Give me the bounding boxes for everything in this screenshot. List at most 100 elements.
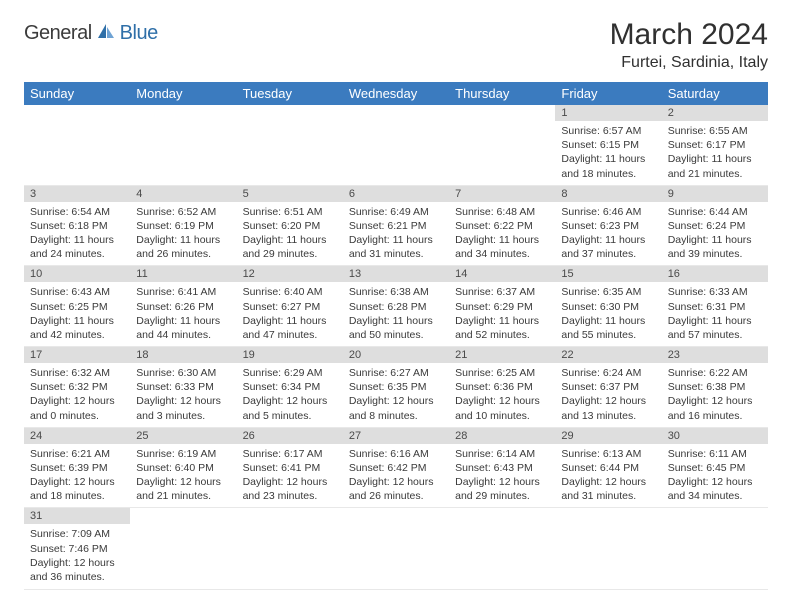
calendar-cell: [237, 508, 343, 590]
calendar-cell: 11Sunrise: 6:41 AMSunset: 6:26 PMDayligh…: [130, 266, 236, 347]
sunrise-text: Sunrise: 6:13 AM: [561, 447, 655, 461]
sunset-text: Sunset: 6:28 PM: [349, 300, 443, 314]
day-number: 31: [24, 508, 130, 524]
sunrise-text: Sunrise: 7:09 AM: [30, 527, 124, 541]
calendar-week-row: 10Sunrise: 6:43 AMSunset: 6:25 PMDayligh…: [24, 266, 768, 347]
sunset-text: Sunset: 6:18 PM: [30, 219, 124, 233]
daylight-text: Daylight: 11 hours and 34 minutes.: [455, 233, 549, 261]
day-details: Sunrise: 6:46 AMSunset: 6:23 PMDaylight:…: [555, 202, 661, 266]
daylight-text: Daylight: 12 hours and 36 minutes.: [30, 556, 124, 584]
sunrise-text: Sunrise: 6:33 AM: [668, 285, 762, 299]
day-details: Sunrise: 6:38 AMSunset: 6:28 PMDaylight:…: [343, 282, 449, 346]
daylight-text: Daylight: 11 hours and 29 minutes.: [243, 233, 337, 261]
sunset-text: Sunset: 6:29 PM: [455, 300, 549, 314]
calendar-table: Sunday Monday Tuesday Wednesday Thursday…: [24, 82, 768, 590]
day-details: Sunrise: 6:19 AMSunset: 6:40 PMDaylight:…: [130, 444, 236, 508]
calendar-cell: 28Sunrise: 6:14 AMSunset: 6:43 PMDayligh…: [449, 427, 555, 508]
daylight-text: Daylight: 11 hours and 50 minutes.: [349, 314, 443, 342]
sunset-text: Sunset: 6:24 PM: [668, 219, 762, 233]
sunset-text: Sunset: 6:36 PM: [455, 380, 549, 394]
sunrise-text: Sunrise: 6:55 AM: [668, 124, 762, 138]
daylight-text: Daylight: 12 hours and 29 minutes.: [455, 475, 549, 503]
title-block: March 2024 Furtei, Sardinia, Italy: [610, 18, 768, 72]
daylight-text: Daylight: 11 hours and 26 minutes.: [136, 233, 230, 261]
sunrise-text: Sunrise: 6:35 AM: [561, 285, 655, 299]
day-number: 23: [662, 347, 768, 363]
calendar-week-row: 31Sunrise: 7:09 AMSunset: 7:46 PMDayligh…: [24, 508, 768, 590]
day-number: 21: [449, 347, 555, 363]
sunrise-text: Sunrise: 6:16 AM: [349, 447, 443, 461]
day-details: Sunrise: 6:29 AMSunset: 6:34 PMDaylight:…: [237, 363, 343, 427]
day-details: Sunrise: 6:22 AMSunset: 6:38 PMDaylight:…: [662, 363, 768, 427]
daylight-text: Daylight: 12 hours and 26 minutes.: [349, 475, 443, 503]
calendar-cell: 5Sunrise: 6:51 AMSunset: 6:20 PMDaylight…: [237, 185, 343, 266]
daylight-text: Daylight: 12 hours and 3 minutes.: [136, 394, 230, 422]
day-number: 19: [237, 347, 343, 363]
calendar-cell: [130, 508, 236, 590]
day-number: 24: [24, 428, 130, 444]
daylight-text: Daylight: 12 hours and 18 minutes.: [30, 475, 124, 503]
day-number: 8: [555, 186, 661, 202]
sunrise-text: Sunrise: 6:46 AM: [561, 205, 655, 219]
day-number: 3: [24, 186, 130, 202]
sunrise-text: Sunrise: 6:29 AM: [243, 366, 337, 380]
calendar-week-row: 17Sunrise: 6:32 AMSunset: 6:32 PMDayligh…: [24, 347, 768, 428]
calendar-cell: 31Sunrise: 7:09 AMSunset: 7:46 PMDayligh…: [24, 508, 130, 590]
calendar-cell: 9Sunrise: 6:44 AMSunset: 6:24 PMDaylight…: [662, 185, 768, 266]
sunset-text: Sunset: 6:27 PM: [243, 300, 337, 314]
daylight-text: Daylight: 11 hours and 39 minutes.: [668, 233, 762, 261]
day-details: Sunrise: 6:52 AMSunset: 6:19 PMDaylight:…: [130, 202, 236, 266]
day-number: 6: [343, 186, 449, 202]
calendar-cell: 20Sunrise: 6:27 AMSunset: 6:35 PMDayligh…: [343, 347, 449, 428]
day-details: Sunrise: 6:51 AMSunset: 6:20 PMDaylight:…: [237, 202, 343, 266]
sunset-text: Sunset: 6:30 PM: [561, 300, 655, 314]
sunset-text: Sunset: 6:20 PM: [243, 219, 337, 233]
day-number: 20: [343, 347, 449, 363]
day-details: Sunrise: 6:35 AMSunset: 6:30 PMDaylight:…: [555, 282, 661, 346]
sunrise-text: Sunrise: 6:54 AM: [30, 205, 124, 219]
day-details: Sunrise: 6:49 AMSunset: 6:21 PMDaylight:…: [343, 202, 449, 266]
day-details: Sunrise: 6:54 AMSunset: 6:18 PMDaylight:…: [24, 202, 130, 266]
day-number: 2: [662, 105, 768, 121]
sunset-text: Sunset: 6:26 PM: [136, 300, 230, 314]
calendar-cell: 4Sunrise: 6:52 AMSunset: 6:19 PMDaylight…: [130, 185, 236, 266]
daylight-text: Daylight: 12 hours and 8 minutes.: [349, 394, 443, 422]
day-details: Sunrise: 6:13 AMSunset: 6:44 PMDaylight:…: [555, 444, 661, 508]
calendar-cell: 30Sunrise: 6:11 AMSunset: 6:45 PMDayligh…: [662, 427, 768, 508]
daylight-text: Daylight: 11 hours and 52 minutes.: [455, 314, 549, 342]
sunrise-text: Sunrise: 6:19 AM: [136, 447, 230, 461]
calendar-cell: 13Sunrise: 6:38 AMSunset: 6:28 PMDayligh…: [343, 266, 449, 347]
sunset-text: Sunset: 7:46 PM: [30, 542, 124, 556]
calendar-cell: 2Sunrise: 6:55 AMSunset: 6:17 PMDaylight…: [662, 105, 768, 185]
daylight-text: Daylight: 11 hours and 57 minutes.: [668, 314, 762, 342]
sunrise-text: Sunrise: 6:38 AM: [349, 285, 443, 299]
sunrise-text: Sunrise: 6:43 AM: [30, 285, 124, 299]
sunset-text: Sunset: 6:33 PM: [136, 380, 230, 394]
logo: General Blue: [24, 22, 158, 45]
calendar-cell: [449, 105, 555, 185]
day-number: 18: [130, 347, 236, 363]
day-number: 22: [555, 347, 661, 363]
day-details: Sunrise: 6:57 AMSunset: 6:15 PMDaylight:…: [555, 121, 661, 185]
daylight-text: Daylight: 12 hours and 23 minutes.: [243, 475, 337, 503]
day-details: Sunrise: 6:11 AMSunset: 6:45 PMDaylight:…: [662, 444, 768, 508]
daylight-text: Daylight: 12 hours and 13 minutes.: [561, 394, 655, 422]
sunrise-text: Sunrise: 6:11 AM: [668, 447, 762, 461]
sunrise-text: Sunrise: 6:32 AM: [30, 366, 124, 380]
sunset-text: Sunset: 6:38 PM: [668, 380, 762, 394]
sunrise-text: Sunrise: 6:37 AM: [455, 285, 549, 299]
sunrise-text: Sunrise: 6:48 AM: [455, 205, 549, 219]
logo-sail-icon: [96, 22, 116, 45]
day-header: Thursday: [449, 82, 555, 105]
daylight-text: Daylight: 12 hours and 31 minutes.: [561, 475, 655, 503]
location: Furtei, Sardinia, Italy: [610, 54, 768, 72]
sunset-text: Sunset: 6:19 PM: [136, 219, 230, 233]
calendar-cell: 17Sunrise: 6:32 AMSunset: 6:32 PMDayligh…: [24, 347, 130, 428]
sunrise-text: Sunrise: 6:22 AM: [668, 366, 762, 380]
sunset-text: Sunset: 6:17 PM: [668, 138, 762, 152]
sunset-text: Sunset: 6:25 PM: [30, 300, 124, 314]
day-header: Wednesday: [343, 82, 449, 105]
sunrise-text: Sunrise: 6:30 AM: [136, 366, 230, 380]
day-details: Sunrise: 7:09 AMSunset: 7:46 PMDaylight:…: [24, 524, 130, 588]
day-header: Tuesday: [237, 82, 343, 105]
